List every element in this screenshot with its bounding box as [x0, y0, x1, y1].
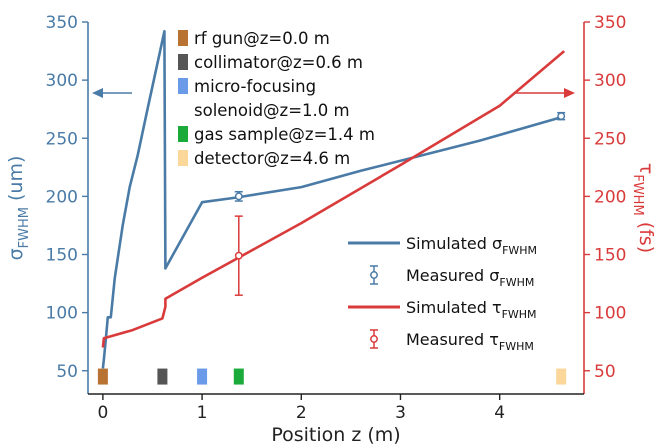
right-tick-label: 50	[594, 362, 616, 382]
x-tick-label: 1	[197, 403, 208, 423]
component-marker-0	[97, 368, 108, 385]
component-legend-layer: rf gun@z=0.0 m collimator@z=0.6 m micro-fo…	[97, 29, 567, 385]
component-marker-4	[556, 368, 567, 385]
right-tick-label: 150	[594, 246, 626, 266]
right-tick-label: 100	[594, 304, 626, 324]
left-tick-label: 350	[46, 13, 78, 33]
legend-label-3: Measured τFWHM	[406, 330, 534, 353]
component-swatch-2	[178, 78, 188, 94]
component-label-2: micro-focusing	[194, 77, 316, 96]
legend-label-0: Simulated σFWHM	[406, 234, 537, 257]
legend-layer: Simulated σFWHM Measured σFWHM Simulated τ…	[348, 234, 537, 353]
right-axis-arrow-head	[564, 88, 575, 98]
sigma-measured-point	[234, 192, 243, 201]
component-label-1: collimator@z=0.6 m	[194, 53, 363, 72]
left-tick-label: 200	[46, 187, 78, 207]
component-label-4: detector@z=4.6 m	[194, 149, 350, 168]
right-tick-label: 300	[594, 71, 626, 91]
component-swatch-3	[178, 126, 188, 142]
data-layer	[101, 30, 566, 369]
sigma-measured-point	[557, 112, 566, 121]
legend-marker-1	[370, 271, 378, 279]
tau-measured-point	[234, 251, 243, 260]
left-axis-arrow-head	[92, 88, 103, 98]
component-swatch-0	[178, 30, 188, 46]
component-marker-2	[197, 368, 208, 385]
left-tick-label: 300	[46, 71, 78, 91]
x-tick-label: 0	[97, 403, 108, 423]
tau-simulated-line	[101, 50, 566, 348]
sigma-simulated-line	[101, 30, 562, 369]
right-tick-label: 200	[594, 187, 626, 207]
legend-label-2: Simulated τFWHM	[406, 298, 537, 321]
component-label-3: gas sample@z=1.4 m	[194, 125, 375, 144]
component-marker-1	[157, 368, 168, 385]
component-marker-3	[233, 368, 244, 385]
left-tick-label: 150	[46, 246, 78, 266]
x-tick-label: 2	[296, 403, 307, 423]
x-tick-label: 3	[395, 403, 406, 423]
component-label-2-line2: solenoid@z=1.0 m	[194, 101, 350, 120]
left-axis-title: σFWHM (um)	[5, 156, 32, 261]
left-tick-label: 100	[46, 304, 78, 324]
component-label-0: rf gun@z=0.0 m	[194, 29, 330, 48]
right-axis-title: τFWHM (fs)	[630, 163, 657, 253]
left-tick-label: 250	[46, 129, 78, 149]
component-swatch-1	[178, 54, 188, 70]
legend-label-1: Measured σFWHM	[406, 266, 534, 289]
axes-layer: 50 100 150 200 250 300 350 50 100 150 200 250 300 350…	[5, 13, 657, 444]
right-tick-label: 250	[594, 129, 626, 149]
legend-marker-3	[370, 335, 378, 343]
right-tick-label: 350	[594, 13, 626, 33]
x-tick-label: 4	[494, 403, 505, 423]
x-axis-title: Position z (m)	[271, 424, 400, 444]
left-tick-label: 50	[56, 362, 78, 382]
component-swatch-4	[178, 150, 188, 166]
